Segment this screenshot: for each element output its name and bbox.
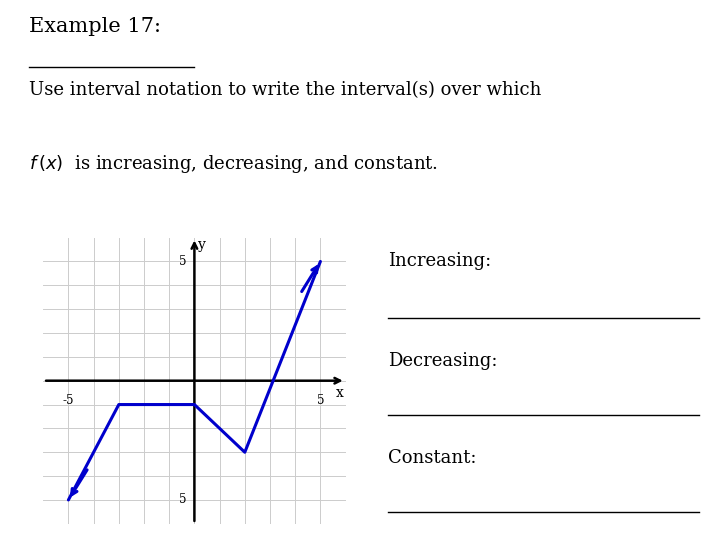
Text: 5: 5	[317, 394, 324, 407]
Text: x: x	[336, 386, 343, 400]
Text: Use interval notation to write the interval(s) over which: Use interval notation to write the inter…	[29, 82, 541, 99]
Text: 5: 5	[179, 494, 186, 507]
Text: Increasing:: Increasing:	[387, 252, 491, 270]
Text: Example 17:: Example 17:	[29, 17, 161, 36]
Text: $f\,(x)$  is increasing, decreasing, and constant.: $f\,(x)$ is increasing, decreasing, and …	[29, 153, 438, 175]
Text: Constant:: Constant:	[387, 449, 476, 468]
Text: -5: -5	[63, 394, 74, 407]
Text: Decreasing:: Decreasing:	[387, 352, 497, 370]
Text: 5: 5	[179, 255, 186, 268]
Text: y: y	[197, 238, 205, 252]
